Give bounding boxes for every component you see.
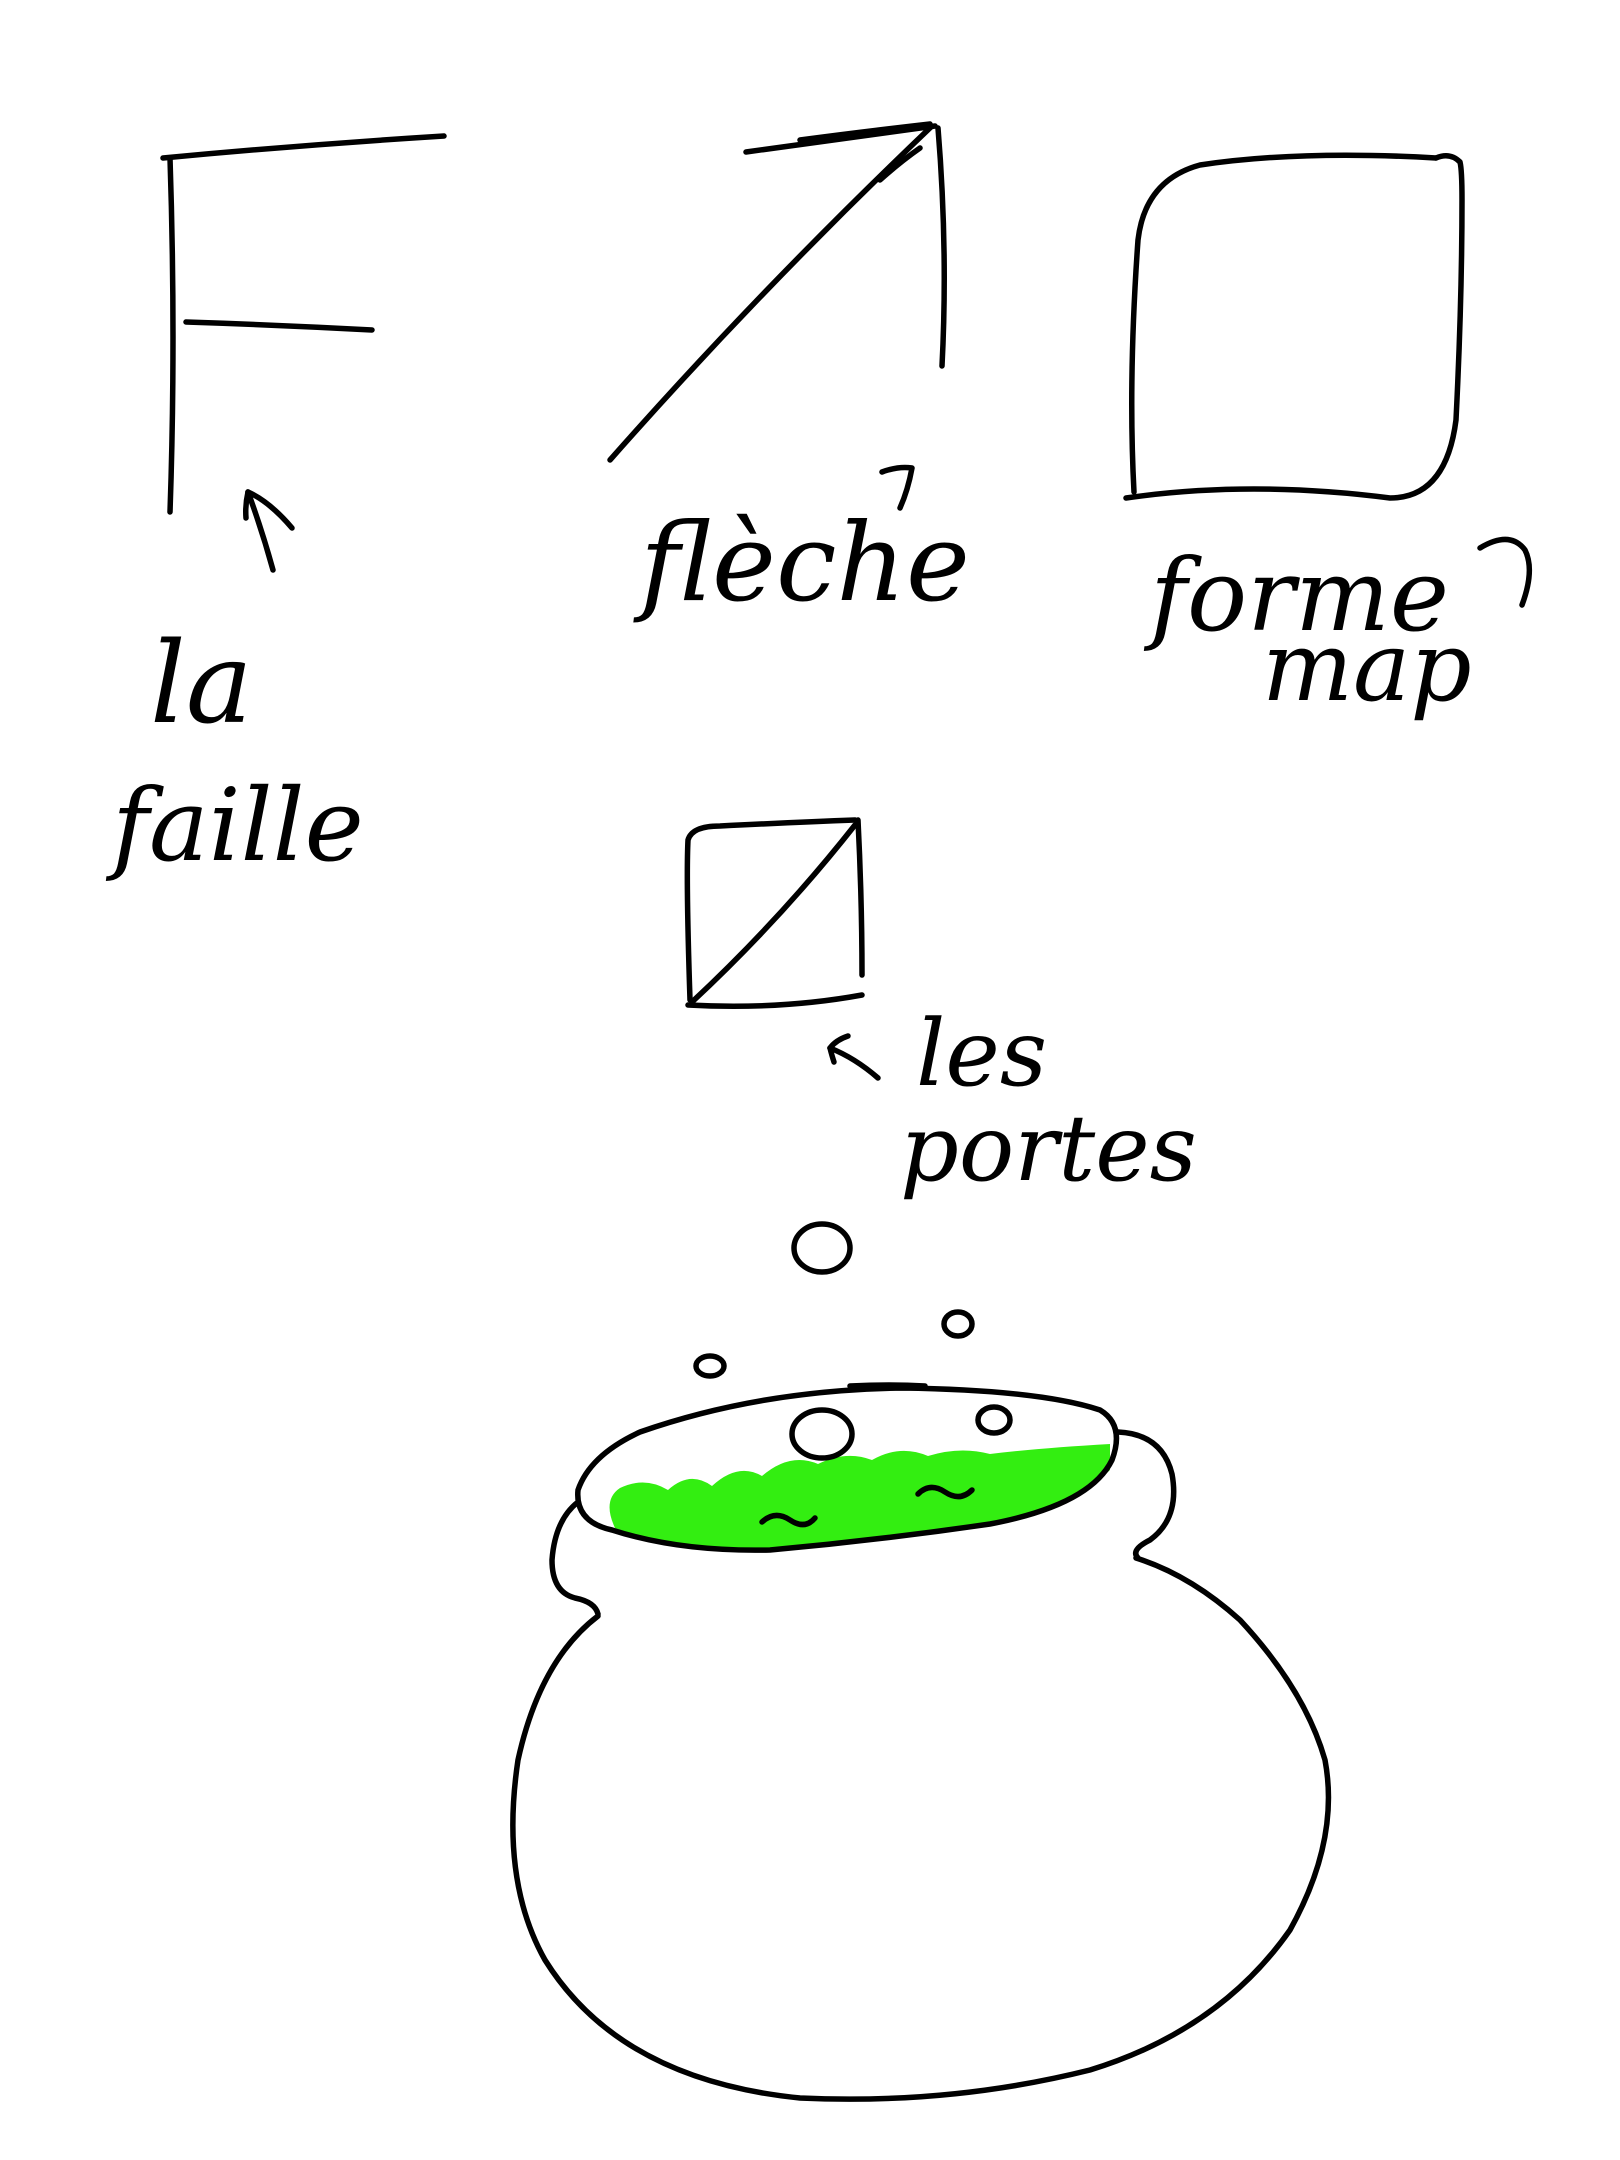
forme-note-mark-icon	[1477, 536, 1533, 608]
cauldron-icon	[510, 1382, 1332, 2102]
fleche-note-mark-icon	[879, 464, 915, 511]
arrow-symbol-icon	[607, 121, 947, 463]
portes-pointer-arrow-icon	[827, 1033, 881, 1081]
faille-label-line2: faille	[105, 767, 364, 884]
faille-pointer-arrow-icon	[243, 489, 295, 573]
fleche-label: flèche	[633, 501, 970, 626]
door-symbol-icon	[684, 817, 865, 1009]
bubble-icon	[693, 1221, 975, 1379]
faille-label-line1: la	[150, 619, 253, 749]
portes-label-line2: portes	[900, 1095, 1197, 1202]
forme-label-line2: map	[1262, 611, 1472, 723]
map-shape-icon	[1123, 152, 1465, 501]
potion-liquid	[609, 1444, 1110, 1551]
forme-label-line1: forme	[1143, 537, 1449, 654]
faille-symbol-icon	[160, 133, 447, 515]
portes-label-line1: les	[916, 1000, 1047, 1107]
